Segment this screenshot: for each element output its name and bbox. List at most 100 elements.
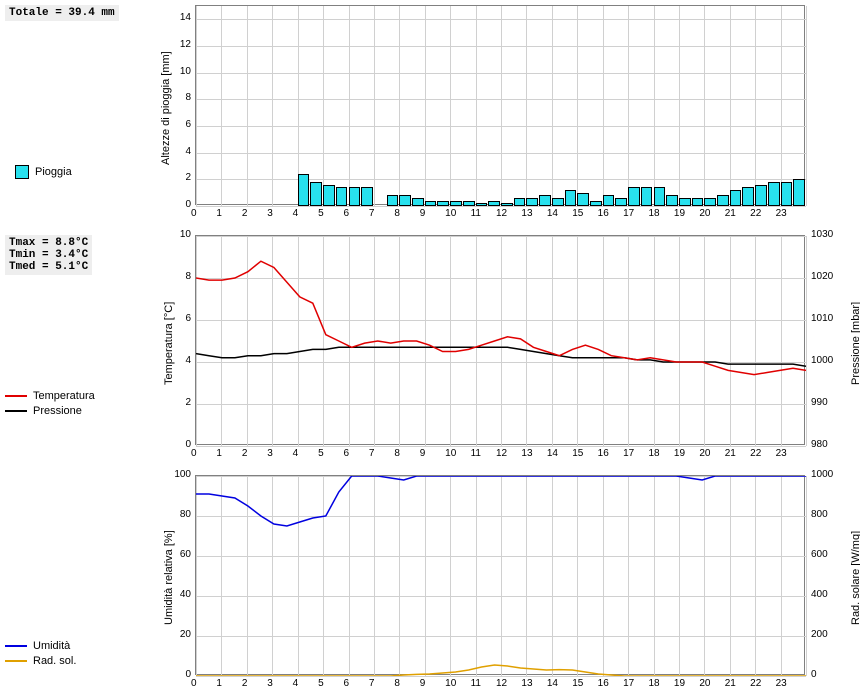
- x-tick: 6: [344, 208, 350, 219]
- x-tick: 13: [521, 678, 532, 689]
- x-tick: 4: [293, 678, 299, 689]
- temperatura-line: [196, 261, 806, 374]
- legend-radsol-label: Rad. sol.: [33, 655, 76, 667]
- rain-bar: [298, 174, 310, 206]
- rain-bar: [539, 195, 551, 206]
- x-tick: 23: [776, 448, 787, 459]
- rain-bar: [387, 195, 399, 206]
- x-tick: 3: [267, 448, 273, 459]
- y-tick-left: 10: [180, 66, 191, 77]
- legend-pressione: Pressione: [5, 405, 82, 417]
- temp-ylabel: Temperatura [°C]: [163, 302, 175, 385]
- y-tick-right: 400: [811, 589, 828, 600]
- rain-bar: [717, 195, 729, 206]
- y-tick-left: 40: [180, 589, 191, 600]
- x-tick: 2: [242, 448, 248, 459]
- rain-bar: [450, 201, 462, 206]
- x-tick: 9: [420, 208, 426, 219]
- x-tick: 9: [420, 678, 426, 689]
- rain-bar: [666, 195, 678, 206]
- legend-pioggia-swatch: [15, 165, 29, 179]
- y-tick-left: 8: [185, 92, 191, 103]
- x-tick: 22: [750, 678, 761, 689]
- info-totale-text: Totale = 39.4 mm: [9, 7, 115, 19]
- humid-rad-lines: [196, 476, 806, 676]
- legend-umidita-label: Umidità: [33, 640, 70, 652]
- rain-bar: [590, 201, 602, 206]
- rain-bar: [755, 185, 767, 206]
- x-tick: 15: [572, 208, 583, 219]
- y-tick-left: 6: [185, 313, 191, 324]
- legend-umidita: Umidità: [5, 640, 70, 652]
- x-tick: 19: [674, 678, 685, 689]
- y-tick-left: 4: [185, 146, 191, 157]
- x-tick: 11: [471, 448, 481, 459]
- rain-bar: [501, 203, 513, 206]
- x-tick: 6: [344, 448, 350, 459]
- legend-pressione-swatch: [5, 410, 27, 412]
- info-totale: Totale = 39.4 mm: [5, 5, 119, 21]
- x-tick: 17: [623, 208, 634, 219]
- humid-plot-area: [195, 475, 805, 675]
- x-tick: 16: [598, 208, 609, 219]
- rain-plot-area: [195, 5, 805, 205]
- rain-bar: [323, 185, 335, 206]
- y-tick-left: 0: [185, 199, 191, 210]
- x-tick: 5: [318, 448, 324, 459]
- x-tick: 14: [547, 448, 558, 459]
- x-tick: 14: [547, 678, 558, 689]
- rain-bar: [654, 187, 666, 206]
- rain-bar: [730, 190, 742, 206]
- x-tick: 2: [242, 208, 248, 219]
- info-tmax: Tmax = 8.8°C: [9, 237, 88, 249]
- pressione-line: [196, 347, 806, 366]
- x-tick: 15: [572, 448, 583, 459]
- rain-bar: [514, 198, 526, 206]
- legend-radsol-swatch: [5, 660, 27, 662]
- rain-bar: [463, 201, 475, 206]
- y-tick-right: 0: [811, 669, 817, 680]
- x-tick: 8: [394, 448, 400, 459]
- rain-bar: [615, 198, 627, 206]
- info-tmed: Tmed = 5.1°C: [9, 261, 88, 273]
- y-tick-left: 2: [185, 172, 191, 183]
- rain-bar: [412, 198, 424, 206]
- x-tick: 18: [649, 448, 660, 459]
- x-tick: 12: [496, 678, 507, 689]
- y-tick-right: 1020: [811, 271, 833, 282]
- rain-bar: [781, 182, 793, 206]
- x-tick: 22: [750, 208, 761, 219]
- x-tick: 11: [471, 678, 481, 689]
- y-tick-left: 8: [185, 271, 191, 282]
- rain-bar: [793, 179, 805, 206]
- y-tick-right: 600: [811, 549, 828, 560]
- x-tick: 23: [776, 208, 787, 219]
- x-tick: 13: [521, 448, 532, 459]
- rain-bar: [768, 182, 780, 206]
- y-tick-left: 10: [180, 229, 191, 240]
- x-tick: 10: [445, 678, 456, 689]
- temp-plot-area: [195, 235, 805, 445]
- x-tick: 8: [394, 208, 400, 219]
- x-tick: 5: [318, 678, 324, 689]
- x-tick: 21: [725, 448, 736, 459]
- rain-bar: [349, 187, 361, 206]
- x-tick: 21: [725, 208, 736, 219]
- y-tick-left: 100: [174, 469, 191, 480]
- x-tick: 2: [242, 678, 248, 689]
- rain-bar: [603, 195, 615, 206]
- y-tick-left: 20: [180, 629, 191, 640]
- rain-bar: [476, 203, 488, 206]
- press-ylabel: Pressione [mbar]: [850, 302, 860, 385]
- x-tick: 10: [445, 208, 456, 219]
- x-tick: 1: [216, 208, 222, 219]
- x-tick: 16: [598, 448, 609, 459]
- legend-umidita-swatch: [5, 645, 27, 647]
- humid-ylabel: Umidità relativa [%]: [163, 530, 175, 625]
- x-tick: 1: [216, 678, 222, 689]
- y-tick-left: 80: [180, 509, 191, 520]
- x-tick: 12: [496, 448, 507, 459]
- x-tick: 22: [750, 448, 761, 459]
- x-tick: 20: [699, 208, 710, 219]
- info-temp: Tmax = 8.8°C Tmin = 3.4°C Tmed = 5.1°C: [5, 235, 92, 275]
